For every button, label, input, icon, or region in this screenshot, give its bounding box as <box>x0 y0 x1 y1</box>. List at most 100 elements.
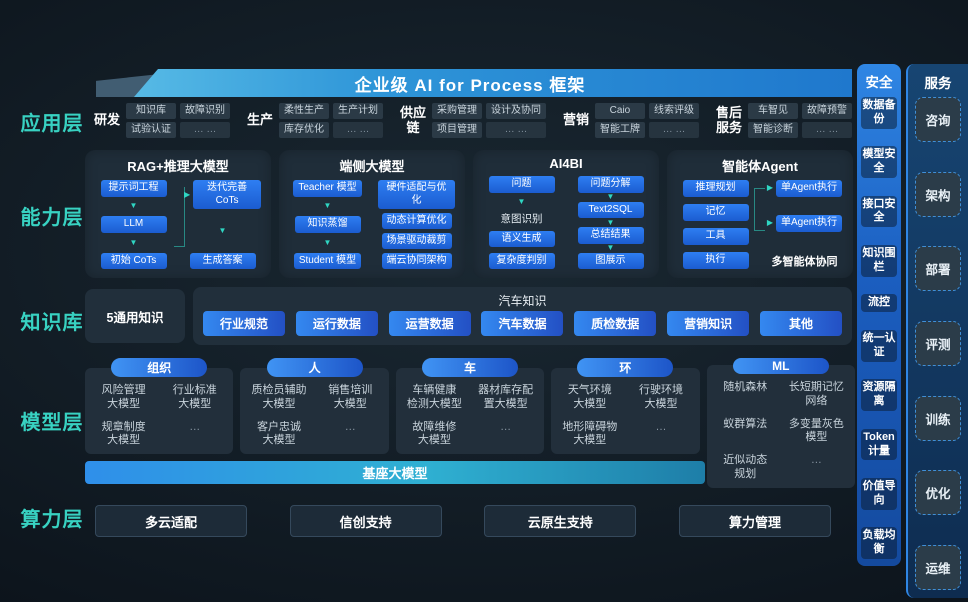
cap-box-column: 问题意图识别语义生成复杂度判别 <box>483 175 560 270</box>
service-item: 部署 <box>915 246 961 292</box>
model-item: 规章制度 大模型 <box>101 420 146 447</box>
compute-button: 云原生支持 <box>484 505 637 537</box>
model-item: 天气环境 大模型 <box>567 384 612 410</box>
app-chip: … … <box>801 122 852 138</box>
app-group-items: 知识库 故障识别 试验认证… … <box>126 103 231 138</box>
app-chip: 智能诊断 <box>747 122 798 138</box>
arrow-down-icon <box>607 219 615 227</box>
model-item: 行驶环境 大模型 <box>639 384 684 410</box>
model-box: 天气环境 大模型 行驶环境 大模型 地形障碍物 大模型 … <box>551 368 700 454</box>
model-item: 长短期记忆 网络 <box>788 381 844 407</box>
service-item: 训练 <box>915 395 961 441</box>
model-item: 随机森林 <box>723 381 768 393</box>
cap-box-title: RAG+推理大模型 <box>127 159 229 174</box>
flow-step-button: 执行 <box>682 252 749 269</box>
flow-step-button: 记忆 <box>682 204 749 221</box>
cap-box-column: Teacher 模型知识蒸馏 Student 模型 <box>289 179 366 270</box>
cap-box-columns: 推理规划记忆工具执行单Agent执行单Agent执行多智能体协同 <box>677 179 843 270</box>
application-layer-row: 研发 知识库 故障识别 试验认证… … 生产 柔性生产 生产计划 库存优化… … 供应 链采购管… <box>94 97 852 144</box>
arrow-down-icon <box>607 193 615 201</box>
model-category-pill: 环 <box>577 358 674 377</box>
model-layer-row: 组织 风险管理 大模型 行业标准 大模型 规章制度 大模型… 人质检员辅助 大模型 销售培… <box>85 358 856 488</box>
service-title: 服务 <box>924 76 952 91</box>
compute-button: 多云适配 <box>95 505 247 537</box>
cap-box: 智能体Agent推理规划记忆工具执行单Agent执行单Agent执行多智能体协同 <box>667 150 853 278</box>
app-group: 营销 Caio 线索评级 智能工牌… … <box>563 103 699 138</box>
flow-step-button: Teacher 模型 <box>293 180 362 197</box>
app-chip: 线索评级 <box>648 103 699 119</box>
service-item: 运维 <box>915 544 961 590</box>
model-item: 行业标准 大模型 <box>172 384 217 410</box>
app-chip: … … <box>485 122 546 138</box>
flow-step-button: 图展示 <box>577 252 644 269</box>
service-column: 服务 咨询 架构 部署 评测 训练 优化 运维 <box>906 64 968 598</box>
knowledge-button: 汽车数据 <box>481 311 564 336</box>
app-chip: 故障识别 <box>180 103 231 119</box>
flow-step-button: 问题分解 <box>577 176 644 193</box>
app-group-label: 售后 服务 <box>715 104 742 135</box>
app-chip: 生产计划 <box>333 103 383 119</box>
model-box: 随机森林 长短期记忆 网络 蚁群算法 多变量灰色 模型 近似动态 规划… <box>706 365 856 488</box>
model-group: 车车辆健康 检测大模型 器材库存配 置大模型 故障维修 大模型… <box>395 358 545 454</box>
app-group: 售后 服务 车智见 故障预警 智能诊断… … <box>716 103 852 138</box>
app-chip: 试验认证 <box>126 122 177 138</box>
knowledge-button: 运营数据 <box>388 311 471 336</box>
model-item: … <box>500 420 512 433</box>
app-group-label: 研发 <box>94 112 121 128</box>
model-category-pill: 组织 <box>111 358 208 377</box>
compute-button: 信创支持 <box>289 505 442 537</box>
cap-box-column: 提示词工程 LLM 初始 CoTs <box>95 179 172 270</box>
foundation-model-bar: 基座大模型 <box>85 461 705 484</box>
app-chip: 设计及协同 <box>485 103 546 119</box>
layer-label-model: 模型层 <box>20 412 84 434</box>
security-item: 知识围栏 <box>861 245 897 277</box>
cap-box: AI4BI问题意图识别语义生成复杂度判别问题分解Text2SQL总结结果图展示 <box>473 150 659 278</box>
model-item: … <box>655 420 667 433</box>
arrow-down-icon <box>324 202 332 210</box>
app-chip: … … <box>333 122 383 138</box>
app-group-items: Caio 线索评级 智能工牌… … <box>594 103 699 138</box>
security-item: 负载均衡 <box>861 527 897 559</box>
app-chip: 库存优化 <box>279 122 329 138</box>
arrow-down-icon <box>518 198 526 206</box>
layer-label-capability: 能力层 <box>20 207 84 229</box>
banner-ribbon <box>134 69 852 97</box>
security-item: 价值导向 <box>861 478 897 510</box>
flow-step-button: 硬件适配与优化 <box>378 180 455 209</box>
knowledge-button: 运行数据 <box>295 311 378 336</box>
model-item: 器材库存配 置大模型 <box>478 384 534 410</box>
security-item: 模型安全 <box>861 146 897 178</box>
knowledge-button-row: 行业规范 运行数据 运营数据 汽车数据 质检数据 营销知识 其他 <box>201 309 844 338</box>
service-item: 优化 <box>915 470 961 516</box>
cap-box-column: 硬件适配与优化 动态计算优化 场景驱动裁剪 端云协同架构 <box>378 179 455 270</box>
flow-step-button: LLM <box>100 216 167 233</box>
banner: 企业级 AI for Process 框架 <box>88 69 852 97</box>
model-box: 质检员辅助 大模型 销售培训 大模型 客户忠诚 大模型… <box>240 368 389 454</box>
knowledge-button: 质检数据 <box>574 311 657 336</box>
arrow-down-icon <box>219 227 227 235</box>
flow-step-button: 总结结果 <box>577 227 644 244</box>
model-item: 客户忠诚 大模型 <box>257 420 301 447</box>
arrow-right-icon <box>767 184 773 192</box>
app-group-label: 营销 <box>562 112 589 128</box>
flow-step-button: 推理规划 <box>682 180 749 197</box>
model-item: 地形障碍物 大模型 <box>562 420 618 447</box>
cap-box-column: 迭代完善CoTs 生成答案 <box>184 179 261 270</box>
knowledge-button: 营销知识 <box>667 311 750 336</box>
flow-step-button: 初始 CoTs <box>100 252 167 269</box>
model-item: 风险管理 大模型 <box>101 384 146 410</box>
app-group-label: 生产 <box>246 112 273 128</box>
model-item: … <box>810 454 822 466</box>
security-item: 接口安全 <box>861 195 897 228</box>
security-item: 资源隔离 <box>861 379 897 411</box>
app-chip: 柔性生产 <box>279 103 329 119</box>
app-chip: 知识库 <box>126 103 177 119</box>
model-item: 车辆健康 检测大模型 <box>406 384 462 410</box>
flow-step-button: 动态计算优化 <box>381 212 452 229</box>
connector-line <box>754 188 765 232</box>
compute-button: 算力管理 <box>678 505 831 537</box>
arrow-right-icon <box>767 219 773 227</box>
